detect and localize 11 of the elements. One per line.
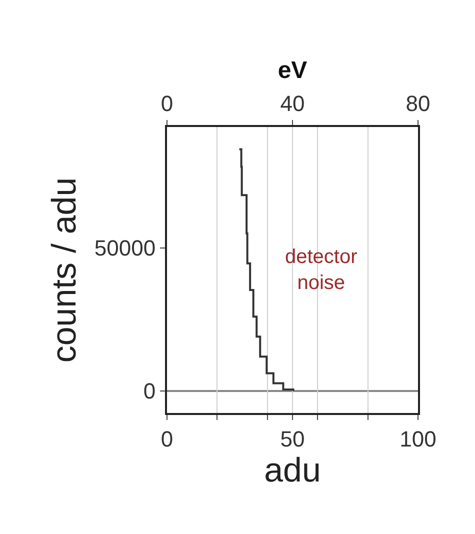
x-tick-label: 0	[160, 426, 174, 452]
x2-tick-label: 80	[406, 91, 430, 116]
x2-tick-label: 0	[160, 91, 174, 116]
y-tick-label: 50000	[94, 236, 156, 261]
x2-tick-label: 40	[280, 91, 305, 116]
y-axis-title: counts / adu	[46, 177, 84, 363]
x-tick-label: 100	[400, 426, 436, 452]
x-tick-label: 50	[280, 426, 305, 452]
x-axis-title: adu	[264, 451, 321, 490]
annotation: detector noise	[285, 246, 358, 294]
x2-axis-title: eV	[278, 56, 308, 84]
